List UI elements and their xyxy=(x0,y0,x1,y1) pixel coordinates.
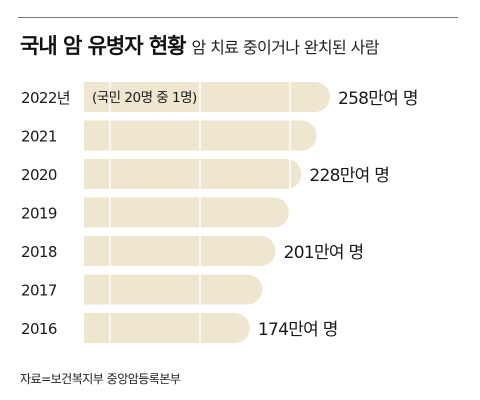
category-label: 2019 xyxy=(21,205,57,223)
chart-title: 국내 암 유병자 현황 xyxy=(20,34,186,58)
bar xyxy=(84,82,330,113)
source-note: 자료=보건복지부 중앙암등록본부 xyxy=(20,372,181,386)
category-label: 2022년 xyxy=(21,89,70,107)
header: 국내 암 유병자 현황 암 치료 중이거나 완치된 사람 xyxy=(20,30,460,60)
data-label: 174만여 명 xyxy=(258,320,338,340)
category-label: 2016 xyxy=(21,320,57,338)
bar xyxy=(84,313,250,343)
annotation-label: (국민 20명 중 1명) xyxy=(92,90,197,106)
labels-group: 2022년 258만여 명 2021 2020 228만여 명 2019 2018 201만여… xyxy=(21,89,419,340)
bar xyxy=(84,197,289,228)
chart-subtitle: 암 치료 중이거나 완치된 사람 xyxy=(191,38,380,57)
bar xyxy=(84,159,302,189)
category-label: 2020 xyxy=(21,166,57,184)
data-label: 258만여 명 xyxy=(338,89,418,109)
top-rule xyxy=(18,17,458,18)
bar xyxy=(84,274,263,305)
data-label: 201만여 명 xyxy=(284,243,364,263)
data-label: 228만여 명 xyxy=(309,166,389,186)
bar xyxy=(84,236,276,266)
category-label: 2017 xyxy=(21,282,57,300)
category-label: 2018 xyxy=(21,243,57,261)
gridlines-group xyxy=(109,82,291,343)
category-label: 2021 xyxy=(21,128,57,146)
bars-group xyxy=(84,82,330,343)
